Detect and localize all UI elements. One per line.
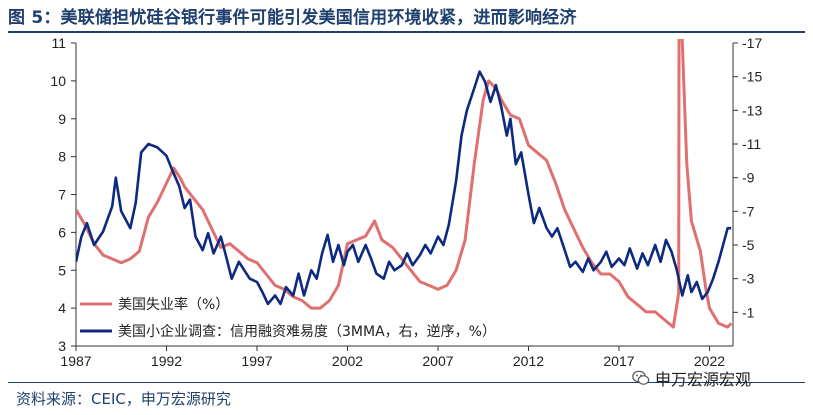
right-tick-label: -15: [742, 69, 762, 85]
x-tick-label: 1997: [241, 353, 272, 369]
left-tick-label: 5: [58, 262, 66, 278]
left-tick-label: 4: [58, 300, 66, 316]
x-tick-label: 1992: [151, 353, 182, 369]
x-tick-label: 2022: [694, 353, 725, 369]
source-note: 资料来源：CEIC，申万宏源研究: [16, 390, 231, 408]
right-tick-label: -17: [742, 35, 762, 51]
right-tick-label: -1: [742, 304, 755, 320]
left-tick-label: 3: [58, 338, 66, 354]
legend-label-credit: 美国小企业调查：信用融资难易度（3MMA，右，逆序，%）: [118, 323, 496, 340]
right-tick-label: -13: [742, 102, 762, 118]
legend-label-unemployment: 美国失业率（%）: [118, 296, 229, 313]
x-tick-label: 2007: [422, 353, 453, 369]
right-tick-label: -7: [742, 203, 755, 219]
legend: 美国失业率（%） 美国小企业调查：信用融资难易度（3MMA，右，逆序，%）: [80, 296, 496, 340]
series-line-unemployment: [76, 39, 733, 329]
x-tick-label: 1987: [60, 353, 91, 369]
left-tick-label: 7: [58, 187, 66, 203]
right-tick-label: -9: [742, 170, 755, 186]
x-tick-label: 2017: [603, 353, 634, 369]
x-tick-label: 2002: [332, 353, 363, 369]
right-tick-label: -5: [742, 237, 755, 253]
footer-rule: [8, 382, 805, 383]
right-tick-label: -3: [742, 271, 755, 287]
left-tick-label: 9: [58, 111, 66, 127]
right-tick-label: -11: [742, 136, 761, 152]
left-tick-label: 8: [58, 149, 66, 165]
series-line-credit: [76, 70, 732, 306]
x-tick-label: 2012: [513, 353, 544, 369]
left-tick-label: 10: [50, 73, 66, 89]
left-tick-label: 6: [58, 224, 66, 240]
title-rule: [8, 31, 805, 33]
chart-title: 图 5：美联储担忧硅谷银行事件可能引发美国信用环境收紧，进而影响经济: [8, 8, 577, 28]
watermark: 申万宏源宏观: [632, 366, 751, 390]
left-tick-label: 11: [51, 35, 66, 51]
wechat-icon: [632, 370, 650, 385]
watermark-text: 申万宏源宏观: [655, 370, 752, 389]
